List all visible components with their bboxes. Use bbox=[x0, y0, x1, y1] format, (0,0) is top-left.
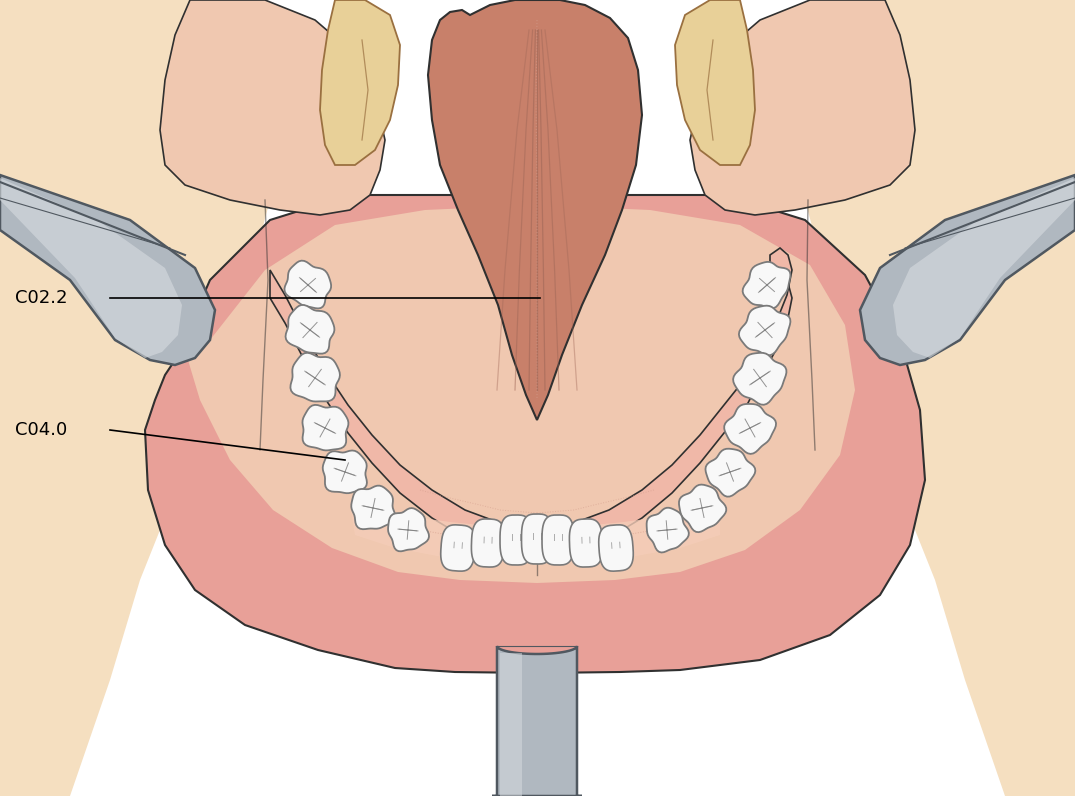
Polygon shape bbox=[790, 0, 1075, 796]
Polygon shape bbox=[180, 205, 855, 583]
Polygon shape bbox=[492, 646, 582, 796]
Polygon shape bbox=[521, 514, 553, 564]
Polygon shape bbox=[320, 0, 400, 165]
Polygon shape bbox=[322, 451, 367, 494]
Polygon shape bbox=[472, 519, 504, 567]
Polygon shape bbox=[145, 195, 924, 673]
Polygon shape bbox=[352, 486, 396, 529]
Polygon shape bbox=[705, 449, 756, 497]
Polygon shape bbox=[690, 0, 915, 215]
Polygon shape bbox=[0, 175, 215, 365]
Polygon shape bbox=[270, 248, 792, 555]
Polygon shape bbox=[647, 508, 689, 552]
Polygon shape bbox=[302, 405, 348, 451]
Polygon shape bbox=[599, 525, 633, 572]
Polygon shape bbox=[743, 262, 790, 309]
Polygon shape bbox=[679, 485, 727, 533]
Polygon shape bbox=[286, 305, 334, 353]
Polygon shape bbox=[739, 306, 790, 355]
Polygon shape bbox=[542, 515, 574, 565]
Polygon shape bbox=[570, 519, 603, 567]
Text: C02.2: C02.2 bbox=[15, 289, 68, 307]
Polygon shape bbox=[733, 353, 787, 405]
Polygon shape bbox=[725, 404, 776, 454]
Polygon shape bbox=[160, 0, 385, 215]
Polygon shape bbox=[285, 260, 331, 308]
Polygon shape bbox=[388, 508, 429, 552]
Polygon shape bbox=[675, 0, 755, 165]
Polygon shape bbox=[290, 353, 340, 401]
Polygon shape bbox=[428, 0, 642, 420]
Polygon shape bbox=[500, 653, 522, 796]
Polygon shape bbox=[350, 505, 720, 563]
Polygon shape bbox=[500, 515, 532, 565]
Polygon shape bbox=[0, 178, 182, 358]
Polygon shape bbox=[893, 178, 1075, 358]
Polygon shape bbox=[0, 0, 285, 796]
Polygon shape bbox=[441, 525, 475, 572]
Text: C04.0: C04.0 bbox=[15, 421, 68, 439]
Polygon shape bbox=[860, 175, 1075, 365]
